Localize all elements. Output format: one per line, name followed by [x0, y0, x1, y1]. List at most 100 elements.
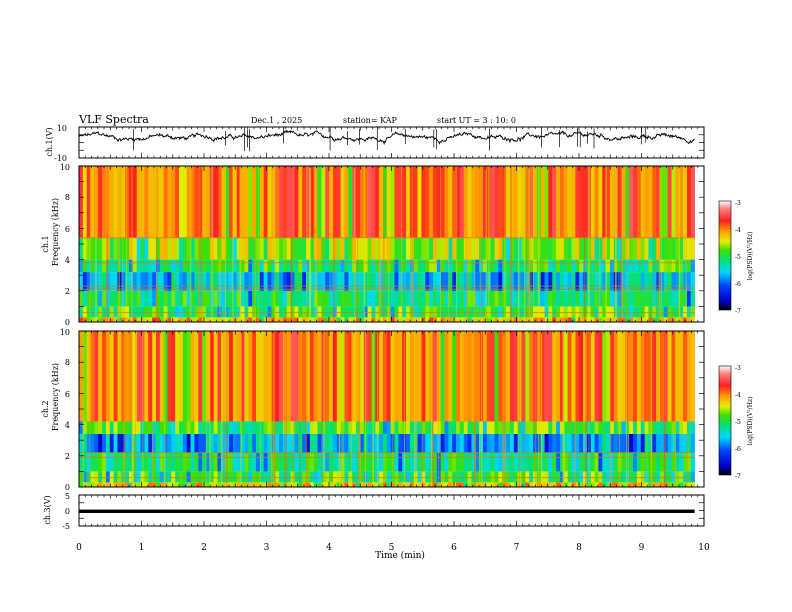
ch2-spectrogram-cell	[217, 482, 222, 487]
ch2-spectrogram-cell	[398, 471, 403, 483]
ch1-spectrogram-cell	[479, 272, 484, 291]
ch2-spectrogram-cell	[559, 433, 565, 453]
ch1-spectrogram-cell	[690, 237, 695, 260]
ch2-spectrogram-cell	[594, 482, 599, 487]
ch1-spectrogram-cell	[263, 290, 268, 307]
ch2-spectrogram-cell	[483, 452, 488, 472]
ch2-spectrogram-cell	[629, 471, 634, 483]
ch2-spectrogram-cell	[317, 331, 322, 422]
ch2-spectrogram-cell	[690, 471, 695, 483]
ch1-spectrogram-cell	[463, 166, 468, 238]
ch1-spectrogram-cell	[309, 237, 315, 260]
ch1-spectrogram-cell	[302, 306, 307, 318]
ch1-spectrogram-cell	[263, 317, 268, 322]
ch2-spectrogram-cell	[132, 452, 138, 472]
ch2-spectrogram-cell	[640, 471, 645, 483]
ch2-spectrogram-cell	[86, 471, 91, 483]
ch1-spectrogram-cell	[98, 272, 103, 291]
ch2-spectrogram-cell	[571, 452, 576, 472]
ch2-spectrogram-cell	[386, 452, 391, 472]
ch2-spectrogram-cell	[125, 482, 130, 487]
ch2-spectrogram-cell	[675, 331, 680, 422]
ch1-spectrogram-cell	[509, 259, 515, 273]
ch1-spectrogram-cell	[309, 272, 315, 291]
ch1-spectrogram-cell	[575, 272, 580, 291]
ch2-spectrogram-cell	[609, 452, 615, 472]
ch1-spectrogram-cell	[432, 272, 438, 291]
ch1-spectrogram-cell	[236, 290, 241, 307]
ch2-spectrogram-cell	[513, 471, 518, 483]
ch1-waveform-trace	[78, 129, 695, 146]
ch1-spectrogram-cell	[244, 259, 249, 273]
ch1-spectrogram-cell	[425, 166, 430, 238]
ch1-spectrogram-cell	[648, 272, 653, 291]
ch2-spectrogram-cell	[590, 331, 595, 422]
ch1-spectrogram-cell	[236, 166, 241, 238]
ch2-spectrogram-cell	[467, 471, 472, 483]
ch2-spectrogram-cell	[440, 482, 445, 487]
ch2-spectrogram-cell	[679, 433, 684, 453]
ch1-spectrogram-cell	[463, 272, 468, 291]
ch2-spectrogram-cell	[229, 452, 234, 472]
ch2-spectrogram-cell	[467, 331, 472, 422]
ch2-spectrogram-cell	[132, 433, 138, 453]
ch2-spectrogram-cell	[452, 421, 457, 434]
ch1-spectrogram-cell	[467, 272, 472, 291]
colorbar-ch1-tick: -5	[735, 254, 741, 261]
ch1-spectrogram-cell	[690, 306, 695, 318]
ch1-spectrogram-cell	[329, 259, 334, 273]
ch1-spectrogram-cell	[660, 317, 665, 322]
ch2-spectrogram-cell	[448, 482, 453, 487]
ch1-spectrogram-cell	[559, 166, 565, 238]
ch1-spectrogram-cell	[325, 166, 330, 238]
ch1-spectrogram-cell	[267, 237, 272, 260]
ch1-spectrogram-cell	[175, 166, 180, 238]
ch1-spectrogram-cell	[344, 272, 349, 291]
ch2-spectrogram-cell	[148, 331, 153, 422]
time-tick-label: 6	[451, 543, 457, 553]
ch1-spectrogram-cell	[194, 317, 199, 322]
ch1-spectrogram-image	[79, 166, 695, 322]
ch2-spectrogram-cell	[636, 452, 642, 472]
ch1-spectrogram-cell	[648, 166, 653, 238]
ch1-spectrogram-cell	[182, 290, 188, 307]
ch1-spectrogram-cell	[340, 306, 345, 318]
ch2-spectrogram-cell	[132, 471, 138, 483]
ch2-spectrogram-cell	[686, 421, 692, 434]
ch1-spectrogram-cell	[232, 290, 238, 307]
ch1-spec-ytick-2: 2	[65, 287, 70, 296]
ch2-spectrogram-cell	[329, 331, 334, 422]
ch1-spectrogram-cell	[102, 166, 107, 238]
ch1-spectrogram-cell	[544, 306, 549, 318]
ch1-spectrogram-cell	[459, 272, 465, 291]
ch1-ytick-bottom: -10	[54, 154, 67, 163]
ch2-spectrogram-cell	[182, 482, 188, 487]
ch2-spectrogram-cell	[409, 433, 415, 453]
ch1-spectrogram-cell	[240, 317, 245, 322]
ch1-spectrogram-cell	[248, 166, 253, 238]
ch1-spectrogram-cell	[109, 166, 114, 238]
ch1-spectrogram-cell	[456, 237, 461, 260]
ch2-spectrogram-cell	[352, 331, 357, 422]
ch2-spectrogram-cell	[529, 452, 534, 472]
ch2-spectrogram-cell	[190, 471, 195, 483]
ch2-spectrogram-cell	[94, 433, 99, 453]
ch2-spectrogram-cell	[298, 421, 303, 434]
ch1-spectrogram-cell	[317, 259, 322, 273]
ch2-spectrogram-cell	[459, 433, 465, 453]
ch1-spectrogram-cell	[417, 259, 422, 273]
ch1-spectrogram-cell	[398, 306, 403, 318]
ch1-spectrogram-cell	[483, 166, 488, 238]
ch2-spectrogram-cell	[471, 482, 476, 487]
ch2-spectrogram-cell	[352, 433, 357, 453]
ch2-spectrogram-cell	[490, 331, 495, 422]
ch1-spectrogram-cell	[417, 166, 422, 238]
ch2-spectrogram-cell	[506, 433, 511, 453]
ch2-spectrogram-cell	[452, 331, 457, 422]
ch2-spectrogram-cell	[525, 482, 530, 487]
ch2-spectrogram-cell	[194, 482, 199, 487]
ch2-spectrogram-cell	[513, 482, 518, 487]
ch1-spectrogram-cell	[275, 317, 280, 322]
ch1-spectrogram-cell	[379, 317, 384, 322]
ch1-spectrogram-cell	[367, 317, 372, 322]
